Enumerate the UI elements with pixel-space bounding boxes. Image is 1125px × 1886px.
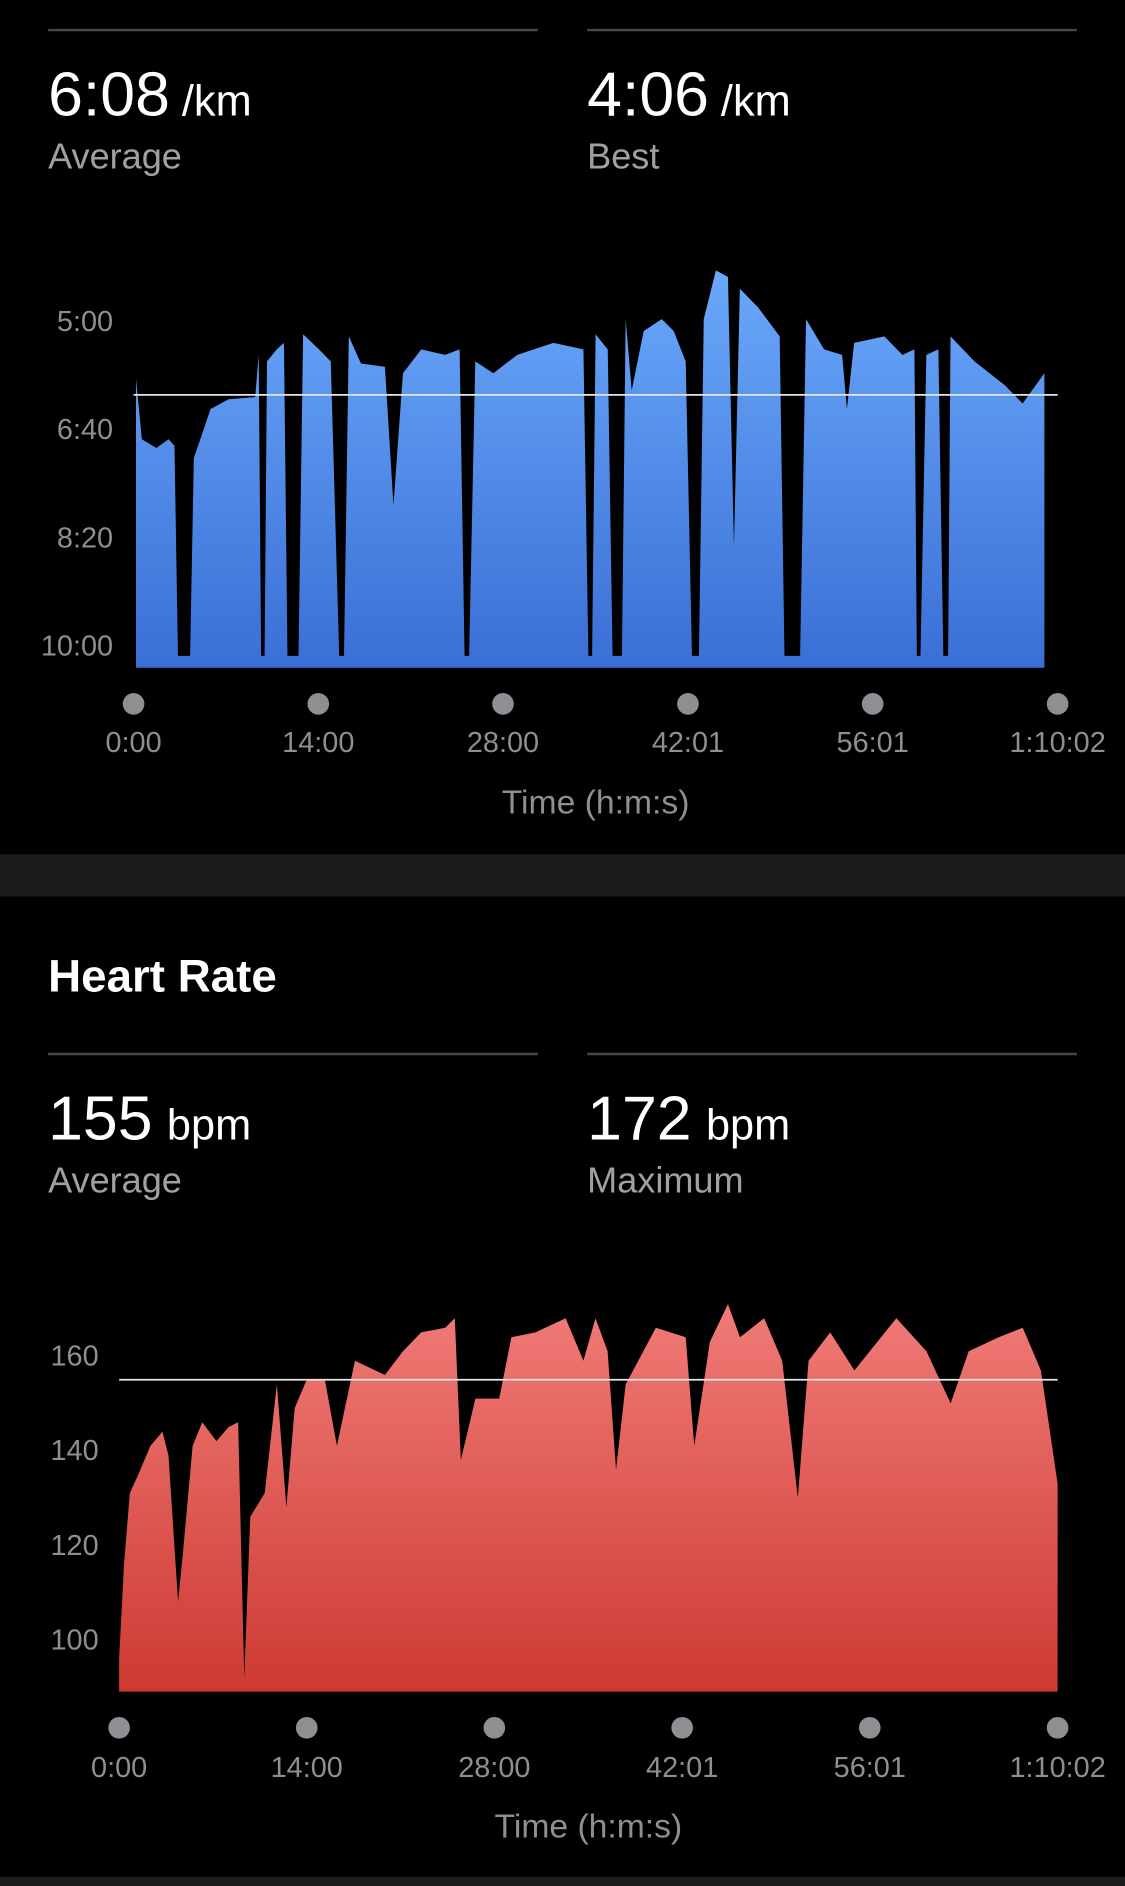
stat: 155 bpm bbox=[48, 1083, 251, 1153]
x-tick-dot bbox=[483, 1716, 506, 1739]
x-tick-dot bbox=[671, 1716, 694, 1739]
x-tick-label: 0:00 bbox=[91, 1752, 147, 1784]
y-tick-label: 100 bbox=[51, 1624, 99, 1656]
x-tick-label: 42:01 bbox=[646, 1752, 718, 1784]
stat-value: 172 bbox=[587, 1083, 691, 1153]
y-tick-label: 140 bbox=[51, 1435, 99, 1467]
stat-label: Maximum bbox=[587, 1159, 743, 1200]
x-tick-label: 0:00 bbox=[105, 727, 161, 759]
x-tick-label: 28:00 bbox=[467, 727, 539, 759]
x-tick-label: 14:00 bbox=[282, 727, 354, 759]
x-tick-dot bbox=[108, 1716, 130, 1739]
x-tick-label: 14:00 bbox=[271, 1752, 343, 1784]
stat-label: Average bbox=[48, 135, 182, 176]
y-tick-label: 160 bbox=[51, 1341, 99, 1373]
y-tick-label: 10:00 bbox=[41, 631, 113, 663]
stat-unit: /km bbox=[182, 78, 252, 126]
stat-label: Average bbox=[48, 1159, 182, 1200]
x-tick-label: 56:01 bbox=[837, 727, 909, 759]
x-tick-label: 42:01 bbox=[652, 727, 724, 759]
x-tick-dot bbox=[295, 1716, 318, 1739]
stat-label: Best bbox=[587, 135, 659, 176]
x-tick-dot bbox=[492, 693, 514, 715]
x-tick-dot bbox=[122, 693, 145, 715]
x-tick-dot bbox=[858, 1716, 881, 1739]
x-axis-label: Time (h:m:s) bbox=[502, 784, 690, 821]
section-separator bbox=[0, 854, 1125, 897]
x-tick-dot bbox=[307, 693, 330, 715]
x-axis-label: Time (h:m:s) bbox=[495, 1808, 683, 1845]
x-tick-label: 28:00 bbox=[458, 1752, 530, 1784]
x-tick-dot bbox=[1046, 693, 1069, 715]
stat-unit: bpm bbox=[167, 1101, 251, 1149]
area bbox=[135, 270, 1045, 668]
section-separator bbox=[0, 1876, 1125, 1886]
y-tick-label: 120 bbox=[51, 1530, 99, 1562]
x-tick-dot bbox=[861, 693, 884, 715]
x-tick-dot bbox=[1046, 1716, 1069, 1739]
stat: 172 bpm bbox=[587, 1083, 790, 1153]
stat: 4:06/km bbox=[587, 60, 791, 130]
x-tick-label: 56:01 bbox=[834, 1752, 906, 1784]
area bbox=[119, 1304, 1058, 1692]
y-tick-label: 8:20 bbox=[57, 522, 113, 554]
x-tick-label: 1:10:02 bbox=[1009, 1752, 1105, 1784]
stat-value: 6:08 bbox=[48, 60, 170, 130]
x-tick-label: 1:10:02 bbox=[1009, 727, 1105, 759]
x-tick-dot bbox=[677, 693, 699, 715]
stat-unit: bpm bbox=[706, 1101, 790, 1149]
stat-unit: /km bbox=[721, 78, 791, 126]
section-title: Heart Rate bbox=[48, 950, 277, 1001]
stat-value: 155 bbox=[48, 1083, 152, 1153]
stat-value: 4:06 bbox=[587, 60, 709, 130]
y-tick-label: 6:40 bbox=[57, 414, 113, 446]
stat: 6:08/km bbox=[48, 60, 252, 130]
y-tick-label: 5:00 bbox=[57, 306, 113, 338]
